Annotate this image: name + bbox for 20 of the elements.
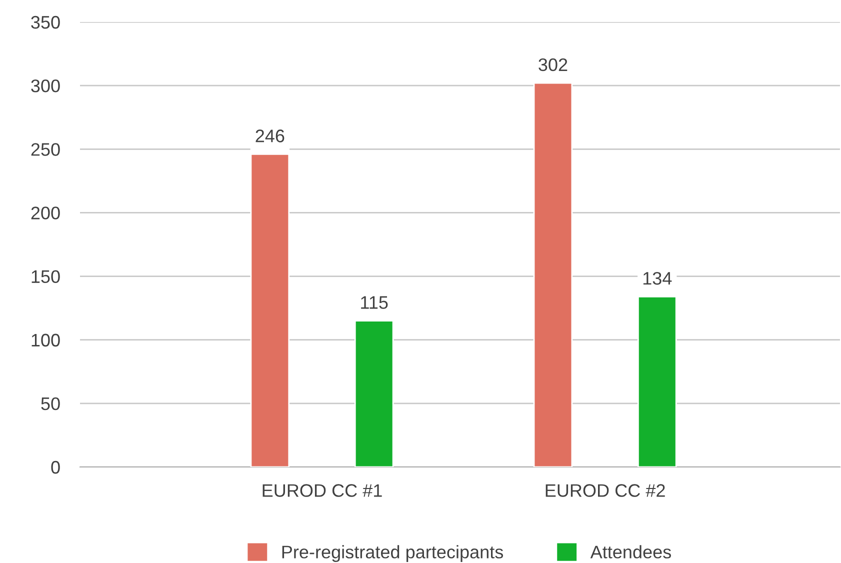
y-tick-label: 0: [51, 460, 60, 474]
y-tick-label: 250: [31, 143, 60, 156]
y-tick-label: 50: [41, 397, 60, 410]
bar: [533, 82, 573, 467]
x-tick-label: EUROD CC #2: [546, 484, 665, 497]
bar: [250, 154, 290, 467]
x-tick-label: EUROD CC #1: [262, 484, 382, 497]
data-label: 134: [643, 272, 672, 285]
y-tick-label: 150: [32, 270, 60, 284]
legend-label: Pre-registrated partecipants: [282, 545, 504, 562]
data-label: 115: [361, 296, 388, 309]
y-tick-label: 350: [31, 16, 60, 29]
data-label: 302: [538, 58, 568, 72]
y-tick-label: 200: [31, 206, 60, 220]
data-label: 246: [256, 130, 284, 142]
y-tick-label: 300: [31, 80, 60, 92]
y-tick-label: 100: [32, 334, 60, 347]
bar: [637, 296, 677, 467]
bar: [354, 320, 394, 467]
legend-label: Attendees: [590, 545, 671, 558]
